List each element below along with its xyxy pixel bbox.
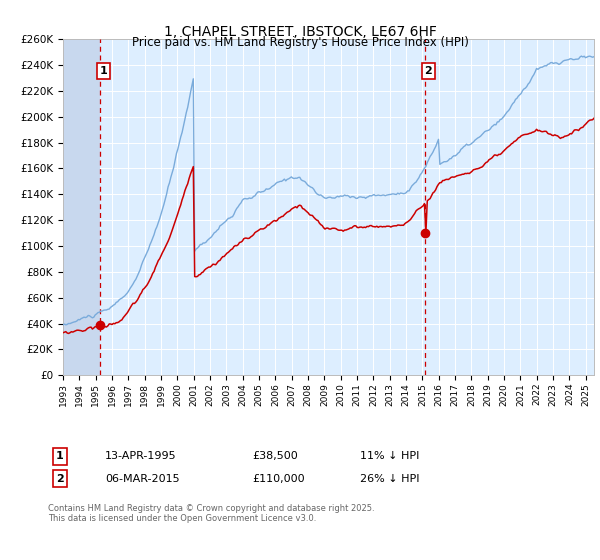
HPI: Average price, semi-detached house, North West Leicestershire: (2.02e+03, 2.47e+05): Average price, semi-detached house, Nort…	[578, 53, 585, 59]
Text: 1: 1	[100, 66, 107, 76]
Text: £38,500: £38,500	[252, 451, 298, 461]
Text: £110,000: £110,000	[252, 474, 305, 484]
HPI: Average price, semi-detached house, North West Leicestershire: (2.02e+03, 1.71e+05): Average price, semi-detached house, Nort…	[453, 151, 460, 158]
Line: HPI: Average price, semi-detached house, North West Leicestershire: HPI: Average price, semi-detached house,…	[63, 56, 594, 325]
1, CHAPEL STREET, IBSTOCK, LE67 6HF (semi-detached house)	[156, 255, 163, 262]
1, CHAPEL STREET, IBSTOCK, LE67 6HF (semi-detached house)	[590, 115, 598, 122]
Bar	[63, 39, 100, 375]
Line: 1, CHAPEL STREET, IBSTOCK, LE67 6HF (semi-detached house): 1, CHAPEL STREET, IBSTOCK, LE67 6HF (sem…	[63, 118, 594, 333]
Text: Price paid vs. HM Land Registry's House Price Index (HPI): Price paid vs. HM Land Registry's House …	[131, 36, 469, 49]
1, CHAPEL STREET, IBSTOCK, LE67 6HF (semi-detached house)	[454, 172, 461, 179]
1, CHAPEL STREET, IBSTOCK, LE67 6HF (semi-detached house)	[65, 330, 72, 337]
1, CHAPEL STREET, IBSTOCK, LE67 6HF (semi-detached house)	[353, 224, 361, 231]
Text: 11% ↓ HPI: 11% ↓ HPI	[360, 451, 419, 461]
Text: 06-MAR-2015: 06-MAR-2015	[105, 474, 179, 484]
1, CHAPEL STREET, IBSTOCK, LE67 6HF (semi-detached house)	[298, 203, 305, 209]
Text: 2: 2	[56, 474, 64, 484]
HPI: Average price, semi-detached house, North West Leicestershire: (2.03e+03, 2.46e+05): Average price, semi-detached house, Nort…	[590, 53, 598, 60]
1, CHAPEL STREET, IBSTOCK, LE67 6HF (semi-detached house)	[59, 329, 67, 336]
HPI: Average price, semi-detached house, North West Leicestershire: (2.01e+03, 1.39e+05): Average price, semi-detached house, Nort…	[374, 192, 382, 198]
Text: 26% ↓ HPI: 26% ↓ HPI	[360, 474, 419, 484]
HPI: Average price, semi-detached house, North West Leicestershire: (2e+03, 1.18e+05): Average price, semi-detached house, Nort…	[155, 220, 162, 226]
1, CHAPEL STREET, IBSTOCK, LE67 6HF (semi-detached house)	[467, 169, 475, 176]
HPI: Average price, semi-detached house, North West Leicestershire: (2.02e+03, 1.78e+05): Average price, semi-detached house, Nort…	[466, 142, 473, 148]
HPI: Average price, semi-detached house, North West Leicestershire: (2.01e+03, 1.37e+05): Average price, semi-detached house, Nort…	[352, 195, 359, 202]
1, CHAPEL STREET, IBSTOCK, LE67 6HF (semi-detached house)	[376, 223, 383, 230]
Text: 13-APR-1995: 13-APR-1995	[105, 451, 176, 461]
HPI: Average price, semi-detached house, North West Leicestershire: (2.01e+03, 1.53e+05): Average price, semi-detached house, Nort…	[296, 174, 304, 181]
Text: 2: 2	[425, 66, 433, 76]
Text: Contains HM Land Registry data © Crown copyright and database right 2025.
This d: Contains HM Land Registry data © Crown c…	[48, 504, 374, 524]
HPI: Average price, semi-detached house, North West Leicestershire: (1.99e+03, 3.88e+04): Average price, semi-detached house, Nort…	[59, 321, 67, 328]
Text: 1, CHAPEL STREET, IBSTOCK, LE67 6HF: 1, CHAPEL STREET, IBSTOCK, LE67 6HF	[164, 25, 436, 39]
Text: 1: 1	[56, 451, 64, 461]
